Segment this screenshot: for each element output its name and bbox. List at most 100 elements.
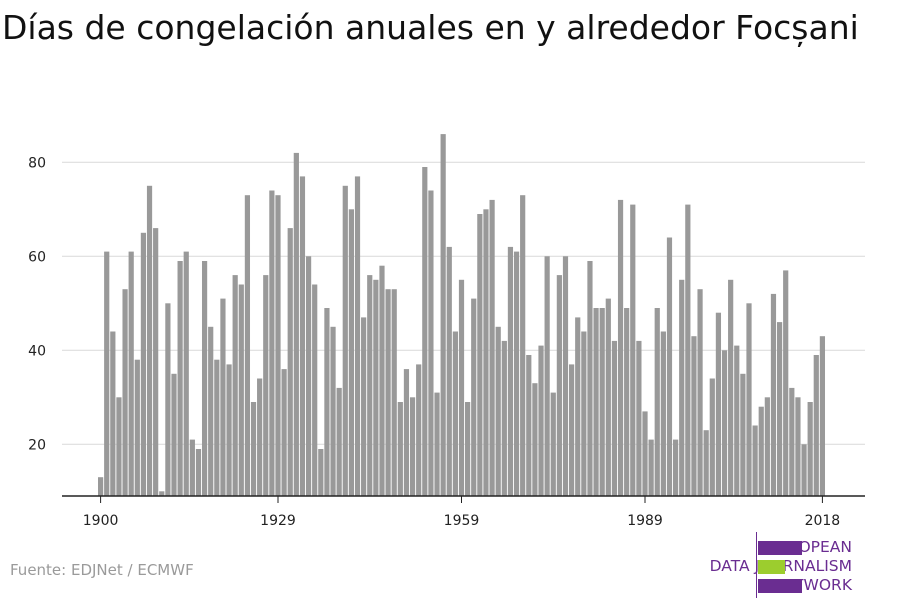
bar-1902 [110,331,116,496]
bar-2015 [801,444,807,496]
bar-1909 [153,228,159,496]
x-tick-label-1959: 1959 [444,513,480,529]
x-tick-label-1989: 1989 [627,513,663,529]
bar-1972 [538,345,544,496]
bar-1914 [183,251,189,496]
bar-1973 [544,256,550,496]
y-tick-label-80: 80 [28,155,46,171]
bar-1907 [140,232,147,497]
bar-1946 [379,265,385,496]
bar-2003 [728,279,734,496]
bar-1967 [507,246,514,496]
bar-1951 [409,397,416,496]
bar-2008 [758,406,764,496]
bar-2004 [734,345,740,496]
logo-bar-1 [758,541,802,555]
bar-1910 [159,491,165,496]
bar-2011 [776,322,783,496]
x-axis [62,495,865,503]
bar-1945 [373,279,379,496]
bar-1995 [679,279,685,496]
bar-1963 [483,209,489,497]
bar-1929 [275,195,281,496]
y-tick-labels: 20 40 60 80 [28,155,46,453]
bar-1931 [287,228,293,496]
bar-1912 [171,373,177,496]
bar-1994 [672,439,679,496]
page-title: Días de congelación anuales en y alreded… [2,8,859,47]
bar-1941 [348,209,354,497]
bar-1901 [104,251,110,496]
logo-bar-3 [758,579,802,593]
bar-1937 [324,308,330,496]
bar-1960 [465,402,471,496]
bar-1924 [244,195,251,496]
y-tick-label-40: 40 [28,343,46,359]
bar-2018 [819,336,826,496]
edjnet-logo: EUROPEAN DATA JOURNALISM NETWORK [700,532,900,598]
bar-1997 [691,336,697,496]
y-tick-label-60: 60 [28,249,46,265]
bar-2007 [752,425,758,496]
bar-1906 [134,359,140,496]
bar-1984 [611,340,618,496]
bar-1900 [98,477,104,496]
bar-2006 [746,303,752,496]
bar-1958 [452,331,458,496]
bar-1952 [416,364,422,496]
bar-1980 [587,261,593,496]
bar-1939 [336,387,342,496]
bar-2012 [783,270,789,496]
bar-1971 [532,383,538,496]
bar-1942 [354,176,361,496]
y-tick-label-20: 20 [28,437,46,453]
bar-1935 [312,284,318,496]
bar-1977 [569,364,575,496]
bar-1976 [562,256,569,496]
bar-1904 [122,289,128,496]
bar-1964 [489,199,495,496]
bar-1986 [624,308,630,496]
bar-1920 [220,298,226,496]
bar-1933 [299,176,306,496]
bar-1925 [250,402,257,496]
bar-2002 [721,350,728,496]
bar-1917 [201,261,208,496]
bar-1919 [214,359,220,496]
bar-1911 [165,303,171,496]
source-credit: Fuente: EDJNet / ECMWF [10,561,194,579]
bar-1970 [526,355,532,496]
bar-1918 [208,326,214,496]
bar-1949 [397,402,403,496]
x-tick-label-1900: 1900 [83,513,119,529]
bar-2005 [740,373,746,496]
bar-1921 [226,364,232,496]
bar-1989 [642,411,648,496]
bar-1983 [605,298,611,496]
bar-2000 [709,378,715,496]
x-tick-label-2018: 2018 [805,513,841,529]
bar-1913 [177,261,183,496]
bar-1987 [630,204,636,496]
bar-1999 [703,430,709,496]
x-tick-labels: 1900 1929 1959 1989 2018 [83,513,840,529]
bar-1908 [146,185,153,497]
bar-1934 [305,256,312,496]
bar-2009 [764,397,770,496]
bar-1981 [593,308,599,496]
bar-1916 [195,449,202,496]
bar-1944 [367,275,373,496]
bar-1938 [330,326,336,496]
bar-1943 [361,317,367,496]
x-tick-label-1929: 1929 [260,513,296,529]
bar-1923 [238,284,244,496]
bar-1968 [513,251,520,496]
bar-1998 [697,289,703,496]
bar-1996 [685,204,691,496]
bar-1928 [269,190,275,496]
bar-1966 [501,340,507,496]
bar-1950 [403,369,410,496]
bar-1992 [660,331,666,496]
bar-1953 [422,167,428,496]
